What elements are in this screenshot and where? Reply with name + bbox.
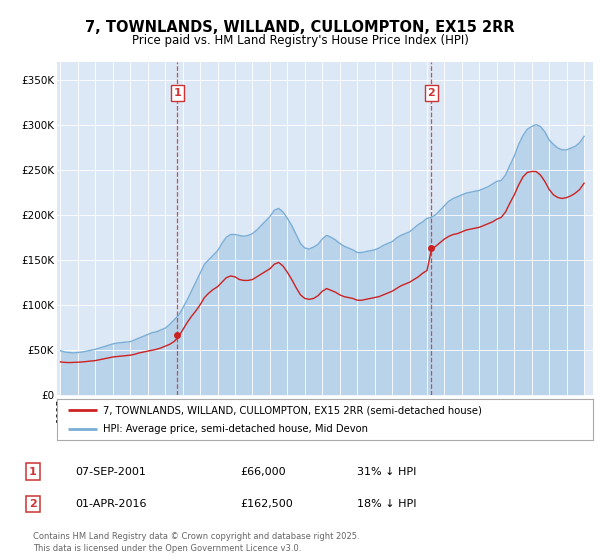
Text: 1: 1 bbox=[29, 466, 37, 477]
Text: HPI: Average price, semi-detached house, Mid Devon: HPI: Average price, semi-detached house,… bbox=[103, 424, 368, 433]
Text: 7, TOWNLANDS, WILLAND, CULLOMPTON, EX15 2RR (semi-detached house): 7, TOWNLANDS, WILLAND, CULLOMPTON, EX15 … bbox=[103, 405, 481, 415]
Text: £162,500: £162,500 bbox=[240, 499, 293, 509]
Text: 31% ↓ HPI: 31% ↓ HPI bbox=[357, 466, 416, 477]
Text: 1: 1 bbox=[173, 88, 181, 98]
Text: Price paid vs. HM Land Registry's House Price Index (HPI): Price paid vs. HM Land Registry's House … bbox=[131, 34, 469, 46]
Text: 2: 2 bbox=[427, 88, 435, 98]
Text: 01-APR-2016: 01-APR-2016 bbox=[75, 499, 146, 509]
Text: 7, TOWNLANDS, WILLAND, CULLOMPTON, EX15 2RR: 7, TOWNLANDS, WILLAND, CULLOMPTON, EX15 … bbox=[85, 20, 515, 35]
Text: £66,000: £66,000 bbox=[240, 466, 286, 477]
Text: 07-SEP-2001: 07-SEP-2001 bbox=[75, 466, 146, 477]
Text: Contains HM Land Registry data © Crown copyright and database right 2025.
This d: Contains HM Land Registry data © Crown c… bbox=[33, 533, 359, 553]
Text: 18% ↓ HPI: 18% ↓ HPI bbox=[357, 499, 416, 509]
Text: 2: 2 bbox=[29, 499, 37, 509]
